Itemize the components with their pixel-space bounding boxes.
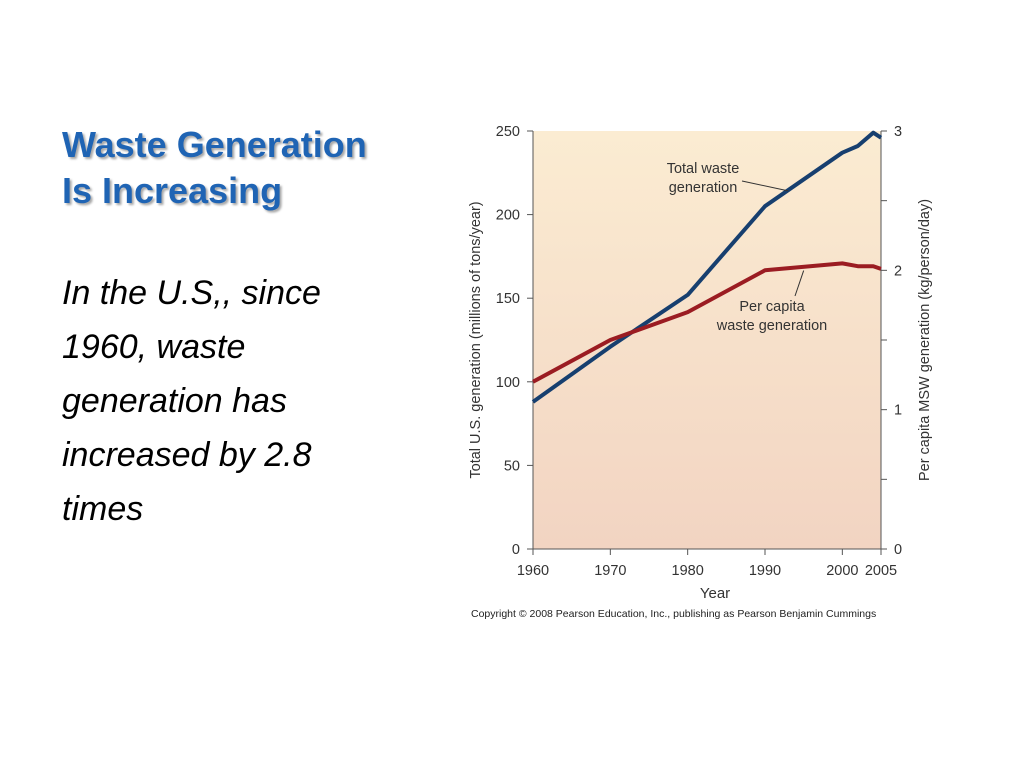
y2-tick-label: 3: [894, 124, 902, 140]
annotation-per-capita: waste generation: [716, 318, 827, 334]
slide-title: Waste Generation Is Increasing: [62, 122, 432, 214]
y-tick-label: 250: [496, 124, 520, 140]
x-axis-label: Year: [700, 585, 730, 602]
x-tick-label: 1960: [517, 563, 549, 579]
copyright-footer: Copyright © 2008 Pearson Education, Inc.…: [471, 608, 876, 620]
y-tick-label: 200: [496, 208, 520, 224]
y-tick-label: 0: [512, 542, 520, 558]
plot-area: [533, 131, 881, 549]
series-line-total-waste: [531, 130, 883, 404]
annotation-total-waste: generation: [669, 180, 738, 196]
x-tick-label: 1970: [594, 563, 626, 579]
y-tick-label: 50: [504, 458, 520, 474]
annotation-layer: Total waste generation Per capita waste gen…: [667, 161, 827, 334]
series-line-per-capita: [532, 261, 882, 384]
y2-axis-label: Per capita MSW generation (kg/person/day…: [917, 199, 933, 481]
y-axis-label: Total U.S. generation (millions of tons/…: [468, 201, 484, 478]
x-tick-label: 1990: [749, 563, 781, 579]
slide-title-line-1: Waste Generation: [62, 124, 367, 165]
annotation-total-waste: Total waste: [667, 161, 740, 177]
waste-generation-chart: 1960 1970 1980 1990 2000 2005 0 50 100 150 200 250 0…: [468, 124, 933, 620]
x-tick-label: 2005: [865, 563, 897, 579]
x-tick-label: 2000: [826, 563, 858, 579]
axes: 1960 1970 1980 1990 2000 2005 0 50 100 150 200 250 0…: [496, 124, 902, 579]
x-tick-label: 1980: [672, 563, 704, 579]
y2-tick-label: 2: [894, 263, 902, 279]
y-tick-label: 150: [496, 291, 520, 307]
y-tick-label: 100: [496, 375, 520, 391]
y2-tick-label: 1: [894, 403, 902, 419]
annotation-per-capita: Per capita: [739, 299, 805, 315]
annotation-leader-total: [741, 180, 789, 192]
slide-title-line-2: Is Increasing: [62, 170, 283, 211]
slide-body-text: In the U.S,, since 1960, waste generatio…: [62, 274, 321, 528]
series-layer: [531, 130, 883, 404]
annotation-leader-per-capita: [794, 270, 805, 297]
y2-tick-label: 0: [894, 542, 902, 558]
